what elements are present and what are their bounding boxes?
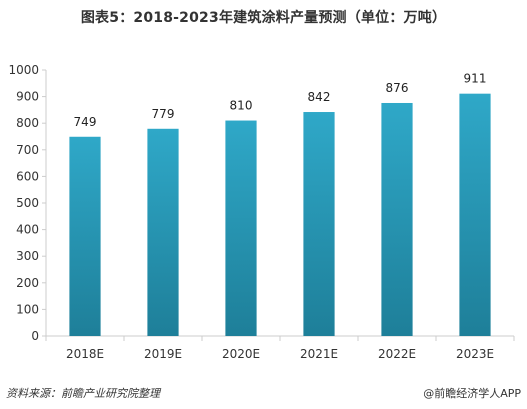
y-tick-label: 200 — [16, 276, 39, 290]
bar-2021E — [303, 112, 335, 336]
x-axis: 2018E 2019E 2020E 2021E 2022E 2023E — [45, 335, 515, 361]
bar-value-label: 876 — [386, 81, 409, 95]
x-tick-label: 2021E — [300, 347, 338, 361]
y-tick-label: 0 — [31, 329, 39, 343]
bar-2023E — [459, 93, 491, 336]
y-tick-label: 500 — [16, 196, 39, 210]
bar-value-label: 779 — [152, 107, 175, 121]
y-tick-label: 700 — [16, 143, 39, 157]
y-tick-label: 300 — [16, 249, 39, 263]
y-tick-label: 100 — [16, 302, 39, 316]
bar-value-label: 810 — [230, 99, 253, 113]
bar-2018E — [69, 136, 101, 336]
y-tick-label: 900 — [16, 90, 39, 104]
y-tick-label: 800 — [16, 116, 39, 130]
bar-value-label: 842 — [308, 90, 331, 104]
x-tick-label: 2018E — [66, 347, 104, 361]
y-tick-label: 1000 — [8, 63, 39, 77]
x-tick-label: 2022E — [378, 347, 416, 361]
y-tick-label: 600 — [16, 169, 39, 183]
x-tick-label: 2023E — [456, 347, 494, 361]
bars: 749 779 810 842 876 911 — [69, 72, 491, 336]
y-tick-label: 400 — [16, 223, 39, 237]
bar-value-label: 911 — [464, 72, 487, 86]
brand-credit: @前瞻经济学人APP — [423, 387, 521, 400]
chart-title: 图表5：2018-2023年建筑涂料产量预测（单位：万吨） — [80, 10, 447, 26]
y-axis: 0 100 200 300 400 500 600 700 800 900 1000 — [8, 63, 47, 343]
x-tick-label: 2020E — [222, 347, 260, 361]
bar-value-label: 749 — [74, 115, 97, 129]
bar-2020E — [225, 120, 257, 336]
source-note: 资料来源：前瞻产业研究院整理 — [6, 387, 160, 400]
x-tick-label: 2019E — [144, 347, 182, 361]
bar-2022E — [381, 102, 413, 336]
bar-2019E — [147, 128, 179, 336]
